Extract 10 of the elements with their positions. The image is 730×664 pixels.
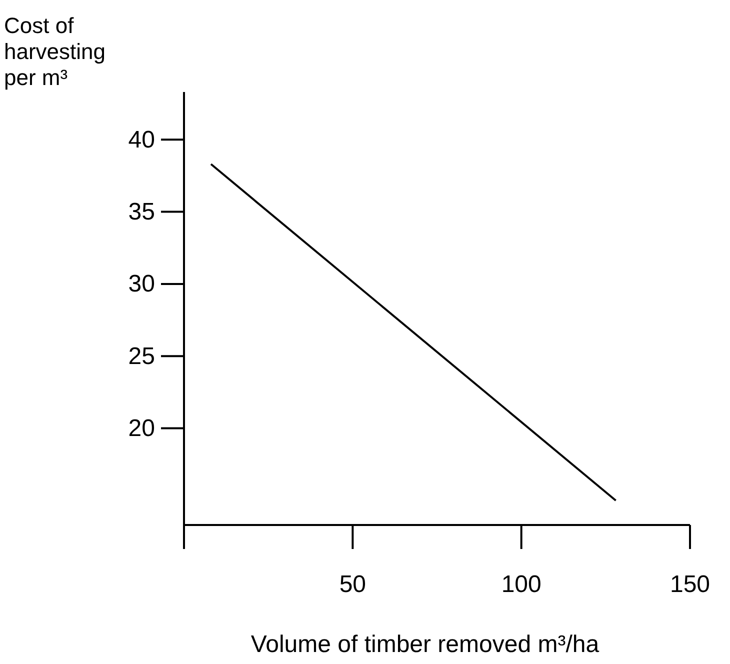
y-tick-label: 25	[128, 342, 155, 370]
x-tick-label: 150	[670, 571, 710, 598]
y-tick-label: 35	[128, 198, 155, 226]
y-tick-label: 30	[128, 270, 155, 298]
y-tick-label: 20	[128, 414, 155, 442]
y-tick-label: 40	[128, 126, 155, 154]
x-tick-label: 100	[501, 571, 542, 598]
y-axis-title: Cost of harvesting per m³	[4, 13, 106, 90]
x-axis-title: Volume of timber removed m³/ha	[250, 631, 600, 658]
x-tick-label: 50	[339, 571, 366, 598]
